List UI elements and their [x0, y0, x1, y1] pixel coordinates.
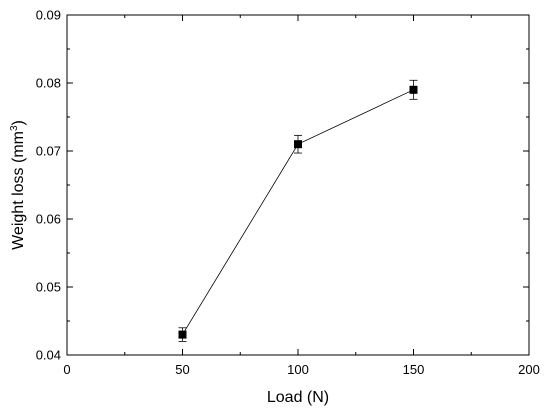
x-axis: 0 50 100 150 200: [63, 15, 540, 377]
y-tick-label: 0.07: [36, 144, 61, 159]
data-point: [294, 140, 302, 149]
y-axis-title-main: Weight loss (mm: [10, 131, 27, 250]
y-axis: 0.04 0.05 0.06 0.07 0.08 0.09: [36, 8, 529, 363]
data-point: [178, 330, 187, 339]
series-layer: [178, 79, 418, 342]
y-tick-label: 0.06: [36, 212, 61, 227]
y-axis-title-superscript: 3: [9, 125, 20, 131]
y-tick-label: 0.08: [36, 76, 61, 91]
x-tick-label: 150: [403, 362, 425, 377]
y-axis-title-close: ): [10, 120, 27, 125]
y-tick-label: 0.05: [36, 280, 61, 295]
y-tick-label: 0.04: [36, 348, 61, 363]
series-line: [182, 89, 414, 335]
data-point: [409, 85, 418, 94]
x-tick-label: 200: [518, 362, 540, 377]
x-tick-label: 0: [63, 362, 70, 377]
x-tick-label: 50: [175, 362, 189, 377]
x-axis-title: Load (N): [267, 389, 329, 406]
plot-area: [66, 14, 530, 356]
y-axis-title: Weight loss (mm3): [9, 120, 27, 250]
y-tick-label: 0.09: [36, 8, 61, 23]
x-tick-label: 100: [287, 362, 309, 377]
